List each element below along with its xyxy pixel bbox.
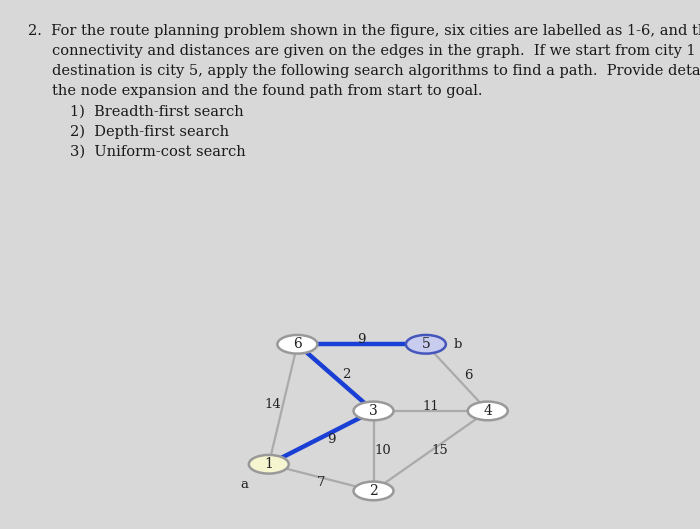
Ellipse shape [354, 481, 393, 500]
Text: 9: 9 [328, 433, 336, 446]
Text: 2: 2 [342, 368, 350, 381]
Text: 1)  Breadth-first search: 1) Breadth-first search [70, 104, 244, 118]
Text: 4: 4 [483, 404, 492, 418]
Ellipse shape [468, 402, 508, 420]
Ellipse shape [354, 402, 393, 420]
Text: 3: 3 [369, 404, 378, 418]
Text: 5: 5 [421, 338, 430, 351]
Text: 9: 9 [358, 333, 366, 346]
Text: b: b [454, 338, 462, 351]
Text: destination is city 5, apply the following search algorithms to find a path.  Pr: destination is city 5, apply the followi… [52, 64, 700, 78]
Text: 6: 6 [465, 369, 473, 382]
Ellipse shape [277, 335, 317, 353]
Text: 14: 14 [264, 398, 281, 411]
Text: 2: 2 [369, 484, 378, 498]
Text: 10: 10 [374, 444, 391, 458]
Text: 3)  Uniform-cost search: 3) Uniform-cost search [70, 144, 246, 158]
Text: 6: 6 [293, 338, 302, 351]
Text: connectivity and distances are given on the edges in the graph.  If we start fro: connectivity and distances are given on … [52, 44, 700, 58]
Text: 2)  Depth-first search: 2) Depth-first search [70, 124, 229, 139]
Text: 2.  For the route planning problem shown in the figure, six cities are labelled : 2. For the route planning problem shown … [28, 24, 700, 38]
Text: 1: 1 [265, 457, 273, 471]
Text: a: a [241, 478, 248, 491]
Ellipse shape [248, 455, 289, 473]
Text: 15: 15 [432, 444, 449, 458]
Text: the node expansion and the found path from start to goal.: the node expansion and the found path fr… [52, 84, 483, 98]
Text: 11: 11 [422, 400, 439, 413]
Ellipse shape [406, 335, 446, 353]
Text: 7: 7 [317, 476, 326, 488]
